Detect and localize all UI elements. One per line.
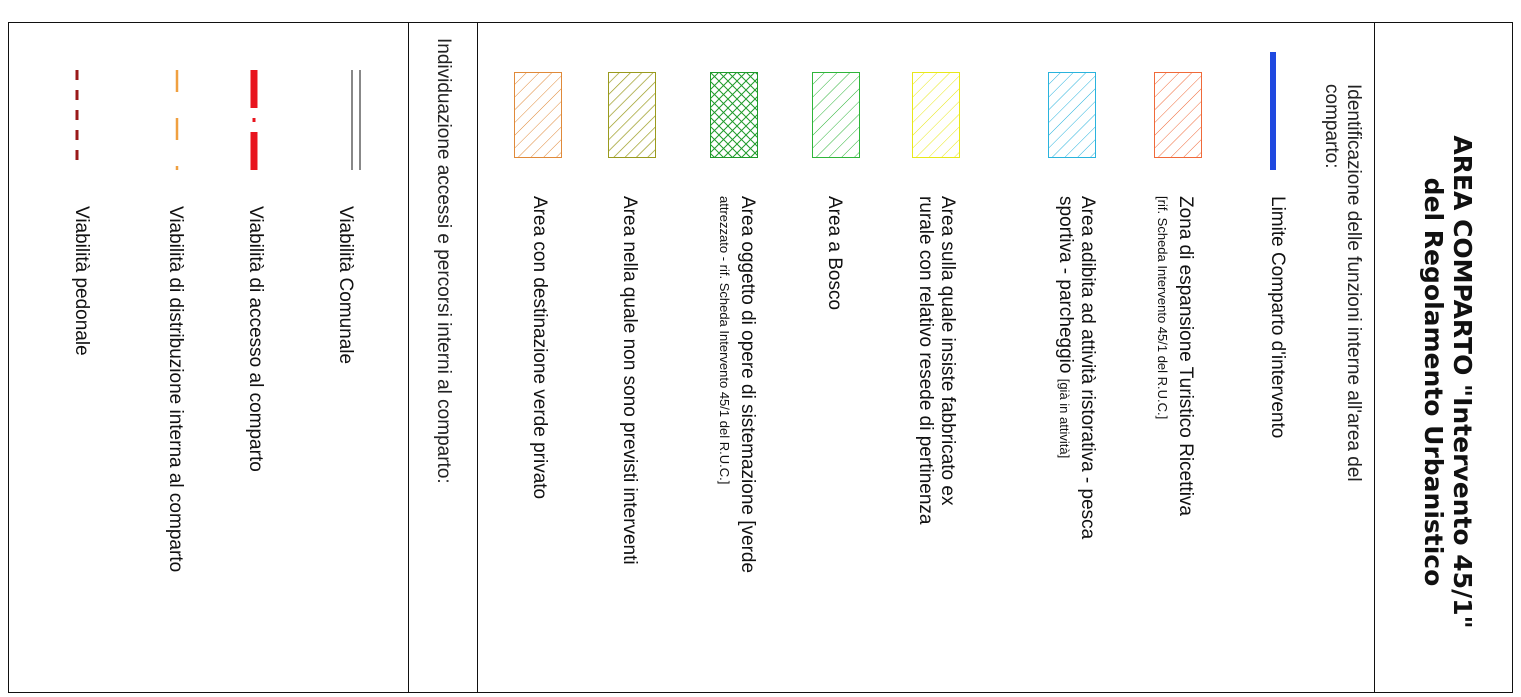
label-verde-privato: Area con destinazione verde privato <box>528 196 550 499</box>
label-line: Area adibita ad attività ristorativa - p… <box>1077 196 1098 540</box>
swatch-fabbricato-ex-rurale <box>912 72 960 158</box>
swatch-verde-privato <box>514 72 562 158</box>
section2-heading: Individuazione accessi e percorsi intern… <box>433 38 454 484</box>
label-note: [rif. Scheda Intervento 45/1 del R.U.C.] <box>1155 196 1170 420</box>
symbol-limite-comparto <box>1270 52 1276 170</box>
swatch-opere-sistemazione <box>710 72 758 158</box>
label-line: Area sulla quale insiste fabbricato ex <box>937 196 958 506</box>
label-fabbricato-ex-rurale: Area sulla quale insiste fabbricato ex r… <box>914 196 958 524</box>
symbol-viabilita-accesso <box>250 70 258 170</box>
divider-access <box>408 22 409 693</box>
symbol-viabilita-interna <box>175 70 179 170</box>
label-zona-espansione: Zona di espansione Turistico Ricettiva [… <box>1151 196 1196 516</box>
title-line2: del Regolamento Urbanistico <box>1419 177 1448 587</box>
swatch-area-bosco <box>812 72 860 158</box>
divider-sections <box>477 22 478 693</box>
label-note: [già in attività] <box>1057 378 1072 459</box>
swatch-area-ristorativa <box>1048 72 1096 158</box>
symbol-viabilita-comunale <box>351 70 361 170</box>
label-line: Zona di espansione Turistico Ricettiva <box>1175 196 1196 516</box>
section1-heading: Identificazione delle funzioni interne a… <box>1320 84 1364 482</box>
label-viabilita-pedonale: Viabilità pedonale <box>71 206 92 356</box>
label-viabilita-comunale: Viabilità Comunale <box>335 206 356 365</box>
legend-frame <box>8 22 1513 693</box>
label-line: Area a Bosco <box>824 196 845 311</box>
label-limite-comparto: Limite Comparto d'intervento <box>1266 196 1288 438</box>
label-note: attrezzato - rif. Scheda Intervento 45/1… <box>717 196 732 485</box>
label-area-bosco: Area a Bosco <box>823 196 845 310</box>
section1-heading-line1: Identificazione delle funzioni interne a… <box>1343 84 1364 482</box>
label-viabilita-accesso: Viabilità di accesso al comparto <box>245 206 266 472</box>
section1-heading-line2: comparto: <box>1321 84 1342 169</box>
label-opere-sistemazione: Area oggetto di opere di sistemazione [v… <box>713 196 758 573</box>
symbol-viabilita-pedonale <box>75 70 79 170</box>
label-line: rurale con relativo resede di pertinenza <box>915 196 936 525</box>
label-line: Area con destinazione verde privato <box>529 196 550 500</box>
swatch-zona-espansione <box>1154 72 1202 158</box>
label-area-ristorativa: Area adibita ad attività ristorativa - p… <box>1053 196 1098 539</box>
label-nessun-intervento: Area nella quale non sono previsti inter… <box>618 196 640 565</box>
legend-title: AREA COMPARTO "Intervento 45/1" del Rego… <box>1419 82 1477 682</box>
label-line: Limite Comparto d'intervento <box>1267 196 1288 439</box>
label-line: sportiva - parcheggio <box>1055 196 1076 374</box>
divider-title <box>1374 22 1375 693</box>
label-viabilita-interna: Viabilità di distribuzione interna al co… <box>165 206 186 573</box>
title-line1: AREA COMPARTO "Intervento 45/1" <box>1448 135 1477 629</box>
label-line: Area nella quale non sono previsti inter… <box>619 196 640 565</box>
label-line: Area oggetto di opere di sistemazione [v… <box>737 196 758 574</box>
swatch-nessun-intervento <box>608 72 656 158</box>
